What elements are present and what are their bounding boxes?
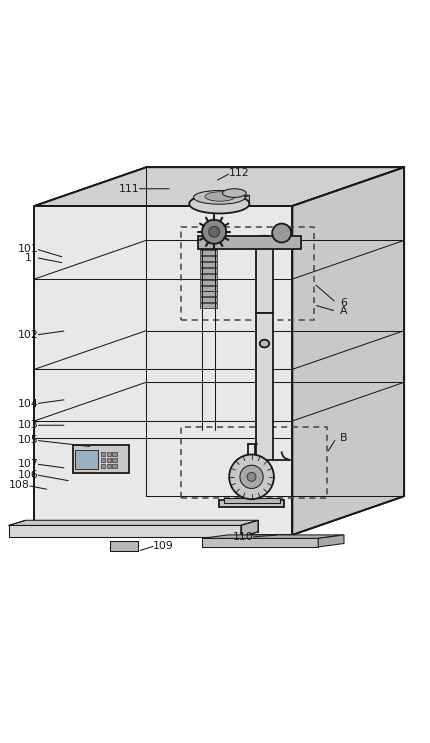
Text: 101: 101 [18,244,38,254]
Polygon shape [200,262,217,267]
Bar [101,464,105,468]
Bar [107,458,111,462]
Polygon shape [200,279,217,285]
Text: 107: 107 [18,459,38,469]
Polygon shape [191,195,249,200]
Polygon shape [200,267,217,273]
Polygon shape [9,520,258,525]
Polygon shape [198,236,301,249]
Bar [112,458,117,462]
Polygon shape [200,250,217,255]
Text: 109: 109 [153,541,174,551]
Polygon shape [200,297,217,302]
Text: 102: 102 [18,330,38,340]
Circle shape [247,473,256,481]
Bar [101,452,105,456]
Polygon shape [256,314,273,460]
Polygon shape [200,303,217,308]
Circle shape [209,227,220,237]
Bar [112,452,117,456]
Bar [107,452,111,456]
Text: 6: 6 [341,298,347,308]
Polygon shape [34,206,292,535]
Circle shape [202,220,226,244]
Text: 104: 104 [18,399,38,409]
Ellipse shape [194,190,245,204]
Polygon shape [200,291,217,296]
Polygon shape [200,256,217,261]
Polygon shape [200,244,217,249]
Polygon shape [34,167,404,206]
Bar [73,444,129,473]
Polygon shape [256,239,273,314]
Polygon shape [202,539,318,547]
Bar [107,464,111,468]
Text: A: A [340,306,348,317]
Bar [181,227,314,320]
Bar [224,498,280,503]
Bar [112,464,117,468]
Polygon shape [9,525,241,537]
Text: 106: 106 [18,470,38,480]
Ellipse shape [256,236,273,241]
Text: 105: 105 [18,435,38,445]
Ellipse shape [223,189,246,198]
Text: 111: 111 [119,184,139,194]
Polygon shape [200,239,217,243]
Polygon shape [239,195,249,207]
Bar [101,458,105,462]
Polygon shape [191,200,239,207]
Text: 110: 110 [233,532,253,542]
Polygon shape [200,285,217,291]
Polygon shape [318,535,344,547]
Circle shape [272,224,291,242]
Polygon shape [241,520,258,537]
Text: 112: 112 [228,168,249,178]
Circle shape [229,455,274,499]
Text: 108: 108 [9,481,30,490]
Bar [219,500,284,507]
Ellipse shape [189,194,249,213]
Ellipse shape [260,340,269,348]
Text: 103: 103 [18,421,38,430]
Polygon shape [202,535,344,539]
Bar [181,427,327,499]
Text: 1: 1 [25,253,31,262]
Polygon shape [200,273,217,279]
Ellipse shape [205,192,235,201]
Circle shape [240,465,263,488]
Polygon shape [292,167,404,535]
Bar [75,450,98,469]
Polygon shape [110,542,138,551]
Text: B: B [340,433,348,443]
